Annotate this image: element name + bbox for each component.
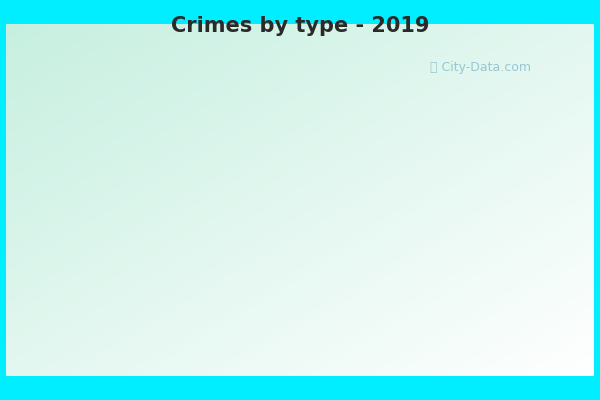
Wedge shape: [178, 85, 386, 347]
Wedge shape: [124, 176, 255, 322]
Text: Crimes by type - 2019: Crimes by type - 2019: [171, 16, 429, 36]
Wedge shape: [130, 85, 255, 216]
Text: ⓘ City-Data.com: ⓘ City-Data.com: [430, 62, 530, 74]
Text: Burglaries (20.0%): Burglaries (20.0%): [52, 201, 176, 216]
Text: Auto thefts (20.0%): Auto thefts (20.0%): [117, 68, 248, 116]
Text: Thefts (60.0%): Thefts (60.0%): [330, 246, 530, 259]
